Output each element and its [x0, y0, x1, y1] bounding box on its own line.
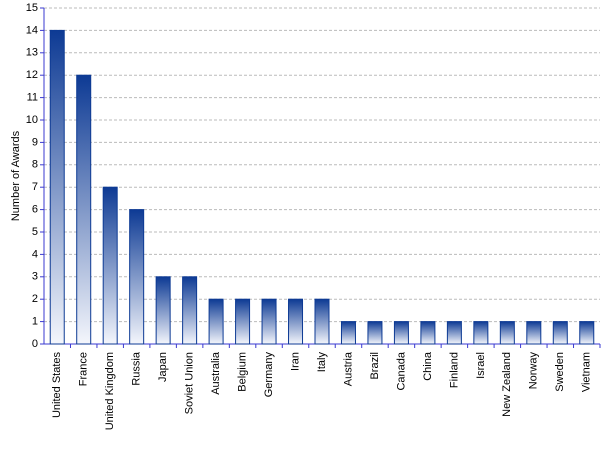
- bar: [129, 209, 145, 345]
- x-tick-label: Sweden: [554, 352, 566, 392]
- x-tick-label: Israel: [475, 352, 487, 379]
- y-tick-label: 3: [32, 271, 38, 283]
- x-tick-label: Belgium: [236, 352, 248, 392]
- x-tick-label: France: [78, 352, 90, 386]
- y-tick-label: 10: [26, 114, 38, 126]
- y-tick-label: 8: [32, 159, 38, 171]
- bar: [552, 321, 568, 345]
- y-tick-label: 1: [32, 316, 38, 328]
- y-tick-label: 14: [26, 24, 38, 36]
- x-tick-label: United States: [51, 352, 63, 419]
- x-tick-label: China: [422, 351, 434, 381]
- bar: [473, 321, 489, 345]
- bar: [579, 321, 595, 345]
- x-tick-label: Iran: [289, 352, 301, 371]
- bar: [261, 298, 277, 345]
- y-tick-label: 4: [32, 248, 38, 260]
- bar: [446, 321, 462, 345]
- y-tick-label: 12: [26, 69, 38, 81]
- x-tick-label: Japan: [157, 352, 169, 382]
- bar: [526, 321, 542, 345]
- y-tick-label: 13: [26, 47, 38, 59]
- x-tick-label: Canada: [395, 351, 407, 390]
- x-tick-label: United Kingdom: [104, 352, 116, 430]
- bar: [288, 298, 304, 345]
- y-tick-label: 11: [27, 92, 38, 104]
- x-tick-label: Norway: [528, 352, 540, 390]
- x-tick-label: Russia: [131, 351, 143, 386]
- y-tick-label: 7: [32, 181, 38, 193]
- bar: [235, 298, 251, 345]
- bar: [102, 186, 118, 345]
- bar: [393, 321, 409, 345]
- bar: [340, 321, 356, 345]
- x-tick-label: Italy: [316, 352, 328, 373]
- bar: [420, 321, 436, 345]
- bar: [314, 298, 330, 345]
- x-tick-label: Australia: [210, 351, 222, 395]
- y-tick-label: 0: [32, 338, 38, 350]
- x-tick-label: Austria: [342, 351, 354, 386]
- y-tick-label: 15: [26, 2, 38, 14]
- y-tick-label: 2: [32, 293, 38, 305]
- bar: [155, 276, 171, 345]
- bar: [208, 298, 224, 345]
- x-tick-label: Vietnam: [581, 352, 593, 392]
- bar: [76, 74, 92, 345]
- y-tick-label: 9: [32, 136, 38, 148]
- x-tick-label: Finland: [448, 352, 460, 388]
- x-tick-label: Germany: [263, 352, 275, 398]
- x-tick-label: Brazil: [369, 352, 381, 380]
- bar: [182, 276, 198, 345]
- bar: [499, 321, 515, 345]
- bar: [367, 321, 383, 345]
- y-axis-label: Number of Awards: [10, 130, 22, 221]
- y-tick-label: 6: [32, 204, 38, 216]
- bar: [49, 29, 65, 345]
- y-tick-label: 5: [32, 226, 38, 238]
- x-tick-label: Soviet Union: [184, 352, 196, 414]
- x-tick-label: New Zealand: [501, 352, 513, 417]
